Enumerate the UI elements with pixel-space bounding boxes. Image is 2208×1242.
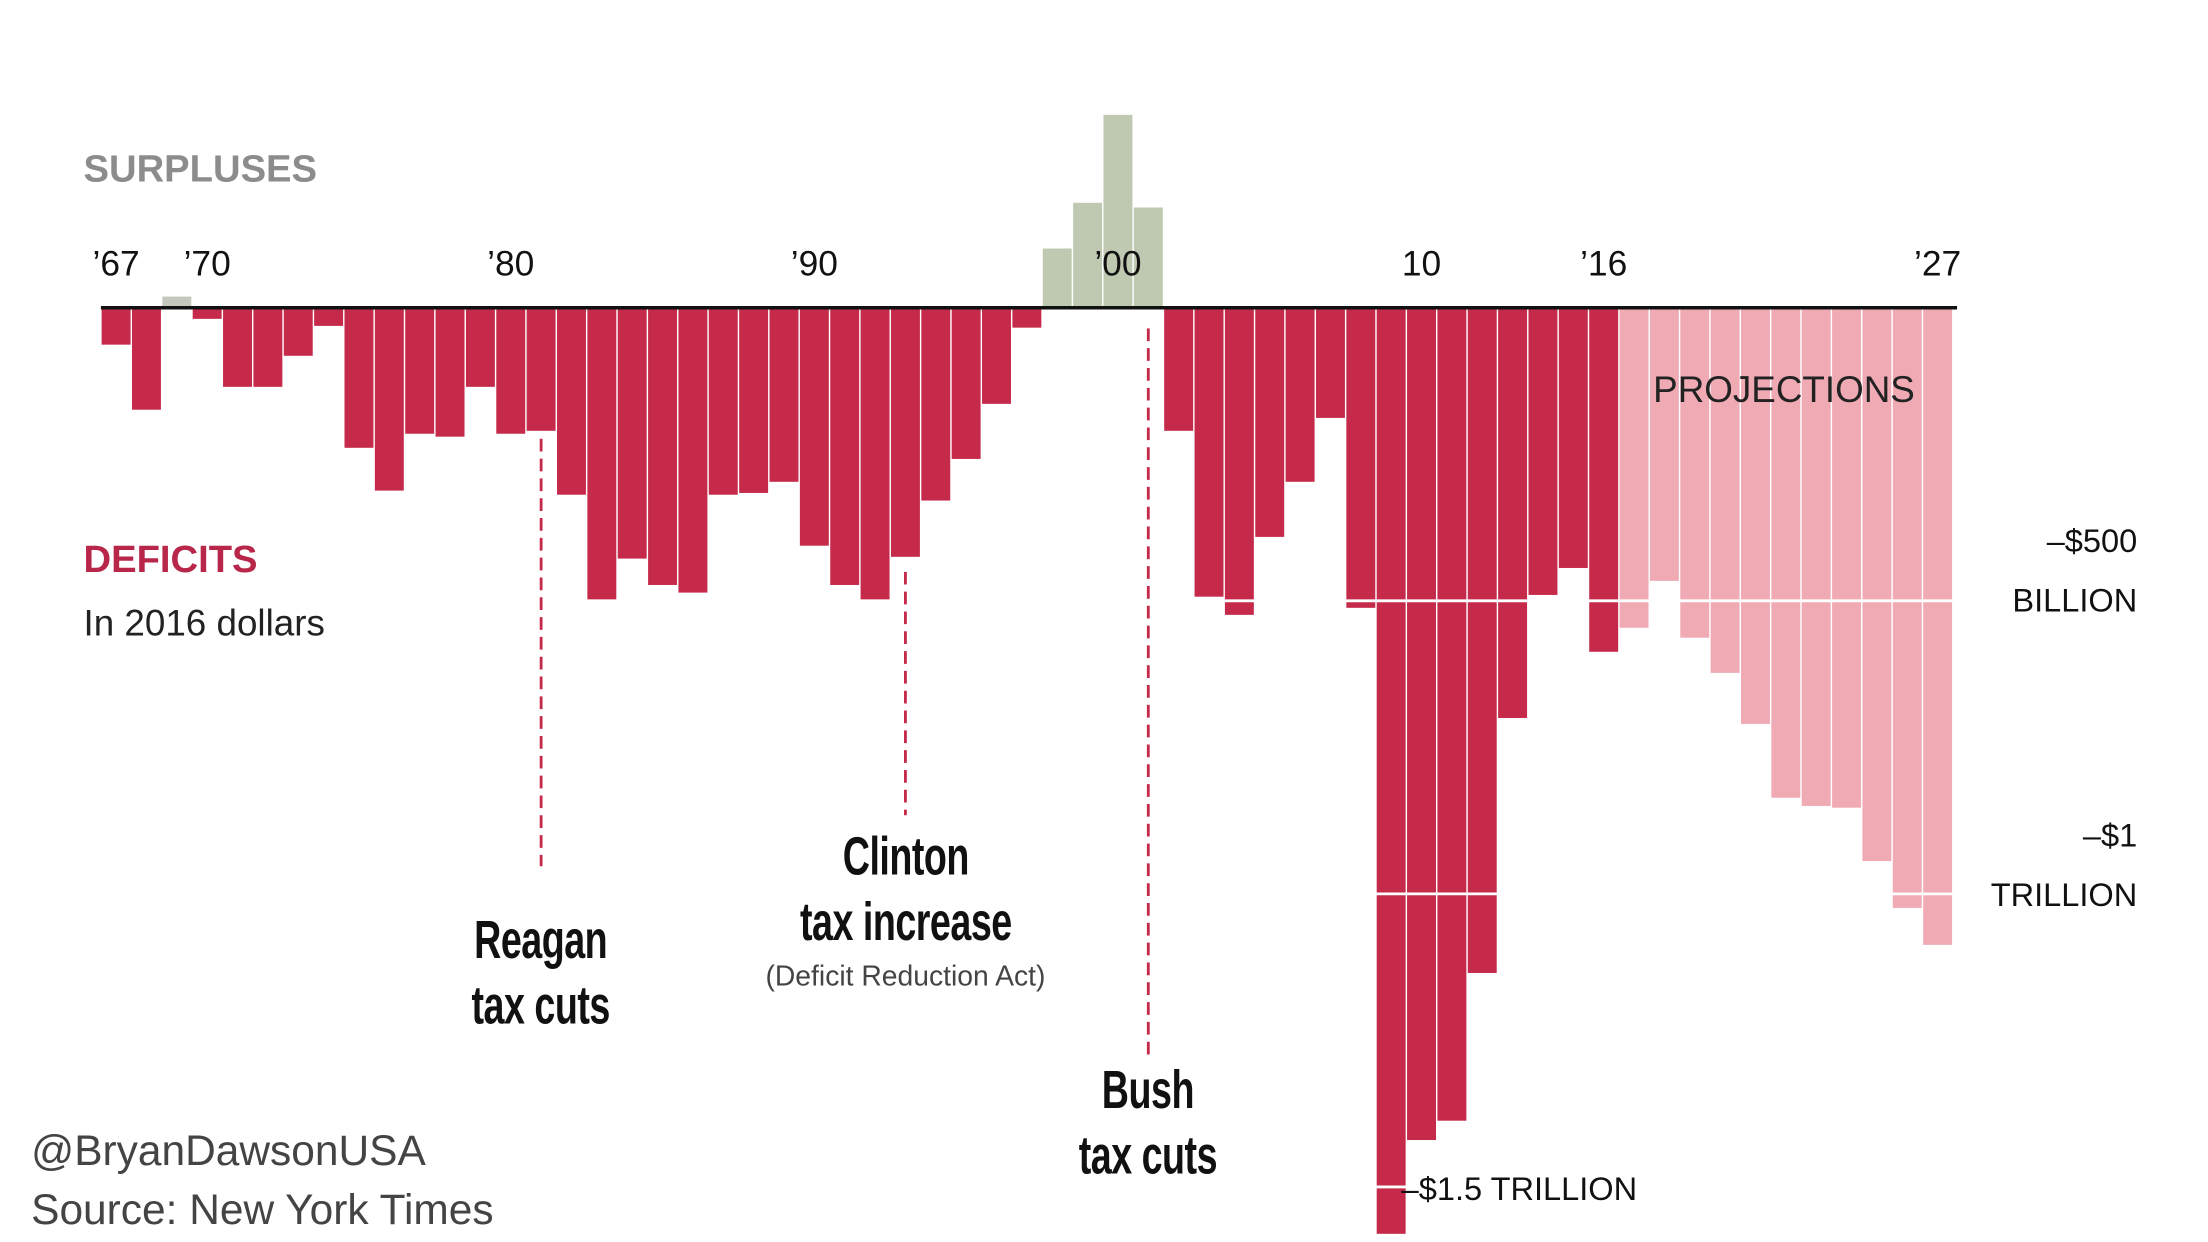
bar: [1801, 307, 1831, 806]
annotation-text-box: Reagan tax cuts: [471, 911, 611, 1037]
annotation-text: Clinton tax increase: [799, 828, 1012, 953]
bar: [1710, 307, 1740, 673]
bar: [1498, 307, 1528, 719]
deficits-label: DEFICITS: [84, 538, 258, 581]
x-tick-label: ’16: [1580, 244, 1627, 283]
bar: [860, 307, 890, 600]
bar: [830, 307, 860, 585]
bar: [557, 307, 586, 495]
bar: [253, 307, 283, 387]
bar: [648, 307, 678, 585]
bar: [951, 307, 981, 459]
bar: [1832, 307, 1862, 808]
x-tick-label: ’90: [791, 244, 838, 283]
bar: [1923, 307, 1953, 945]
bar: [1892, 307, 1922, 908]
bar: [799, 307, 829, 546]
annotation-text-box: Clinton tax increase: [799, 828, 1012, 953]
bar: [405, 307, 435, 434]
bar: [1407, 307, 1436, 1141]
bar: [1285, 307, 1315, 482]
annotation-subtext: (Deficit Reduction Act): [765, 959, 1045, 991]
bar: [708, 307, 738, 495]
bar: [344, 307, 374, 448]
bar: [526, 307, 556, 431]
bar: [1012, 307, 1042, 328]
bar: [1103, 114, 1133, 308]
projections-label: PROJECTIONS: [1653, 369, 1915, 410]
bar: [223, 307, 253, 387]
bar: [587, 307, 617, 600]
bar: [1680, 307, 1710, 638]
bar: [769, 307, 799, 482]
bar: [1346, 307, 1376, 608]
bar: [1164, 307, 1194, 431]
bar: [1194, 307, 1224, 597]
bar: [435, 307, 465, 437]
bar: [1224, 307, 1254, 615]
bar: [1073, 202, 1103, 308]
bar: [131, 307, 161, 410]
annotation-text: Bush tax cuts: [1079, 1061, 1218, 1187]
bar: [1376, 307, 1406, 1234]
bar: [1528, 307, 1558, 595]
bar: [1741, 307, 1770, 724]
x-tick-label: ’80: [487, 244, 534, 283]
x-tick-label: ’00: [1094, 244, 1141, 283]
bar: [1133, 207, 1163, 308]
bar: [1619, 307, 1649, 628]
bar: [1649, 307, 1679, 581]
y-tick-label-box: –$500 BILLION: [2012, 522, 2138, 620]
bar: [1589, 307, 1619, 652]
bar: [1315, 307, 1345, 418]
units-label: In 2016 dollars: [84, 602, 325, 643]
bar: [101, 307, 131, 345]
bar: [1437, 307, 1467, 1121]
x-tick-label: ’27: [1914, 244, 1961, 283]
bar: [283, 307, 313, 356]
bar: [1558, 307, 1588, 568]
bar: [374, 307, 404, 491]
bar: [465, 307, 495, 387]
surpluses-label: SURPLUSES: [84, 147, 318, 190]
x-tick-label: ’67: [92, 244, 139, 283]
y-tick-label: –$1.5 TRILLION: [1400, 1169, 1638, 1207]
annotation-text-box: Bush tax cuts: [1079, 1061, 1218, 1187]
bar: [678, 307, 708, 593]
annotation-text: Reagan tax cuts: [471, 911, 611, 1037]
x-tick-label: ’70: [184, 244, 231, 283]
bar: [890, 307, 920, 557]
y-tick-label: –$1 TRILLION: [1990, 815, 2138, 913]
bar: [617, 307, 647, 559]
bar: [921, 307, 951, 501]
bar: [496, 307, 526, 434]
bar: [1042, 248, 1072, 308]
bar: [162, 296, 192, 308]
bar: [1862, 307, 1892, 862]
bar: [1771, 307, 1801, 798]
credit: Source: New York Times: [31, 1186, 493, 1233]
bar: [1467, 307, 1497, 973]
bar: [192, 307, 222, 319]
credit: @BryanDawsonUSA: [31, 1127, 426, 1174]
y-tick-label-box: –$1.5 TRILLION: [1400, 1169, 1638, 1207]
x-tick-label: 10: [1402, 244, 1441, 283]
y-tick-label-box: –$1 TRILLION: [1990, 815, 2138, 913]
y-tick-label: –$500 BILLION: [2012, 522, 2138, 620]
bar: [982, 307, 1011, 404]
bar: [1255, 307, 1285, 537]
bar: [314, 307, 344, 326]
bar: [739, 307, 769, 493]
